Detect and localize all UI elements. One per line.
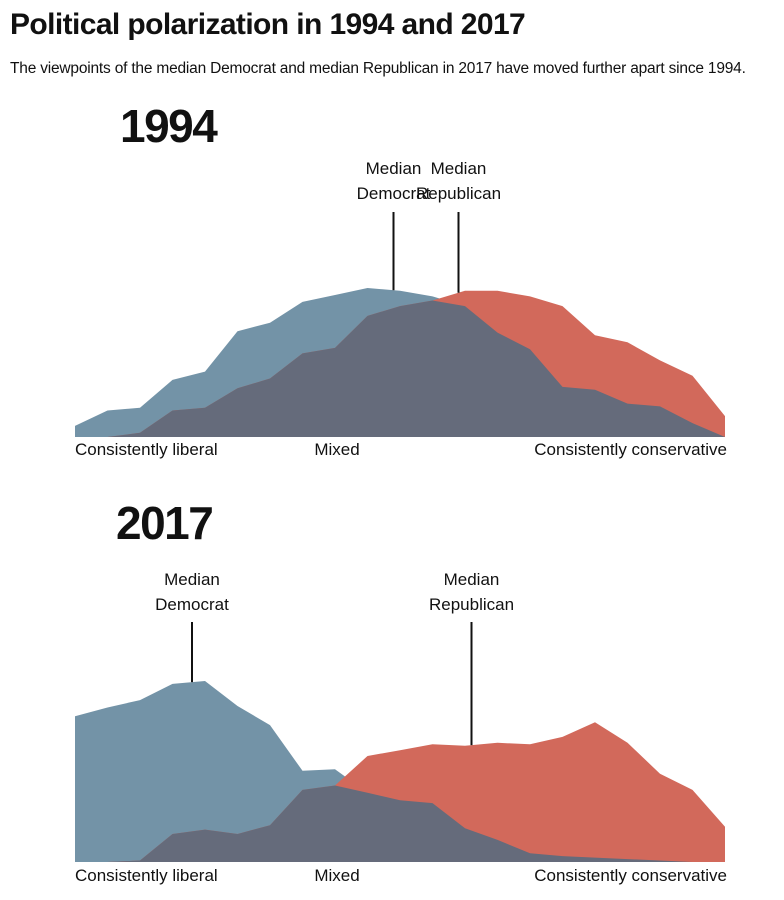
x-axis-label: Consistently conservative	[534, 866, 727, 885]
median-label: Median	[431, 159, 487, 178]
x-axis-label: Consistently conservative	[534, 440, 727, 459]
x-axis-label: Mixed	[314, 440, 359, 459]
chart-year-label: 1994	[120, 100, 218, 152]
x-axis-label: Consistently liberal	[75, 866, 218, 885]
x-axis-label: Consistently liberal	[75, 440, 218, 459]
overlap-area	[75, 300, 725, 437]
median-label: Median	[444, 570, 500, 589]
x-axis-label: Mixed	[314, 866, 359, 885]
median-label: Republican	[429, 595, 514, 614]
panel-1994: 1994MedianDemocratMedianRepublicanConsis…	[75, 100, 727, 459]
median-label: Median	[164, 570, 220, 589]
chart-year-label: 2017	[116, 497, 212, 549]
republican-area	[75, 722, 725, 862]
median-label: Democrat	[357, 184, 431, 203]
median-label: Republican	[416, 184, 501, 203]
page-title: Political polarization in 1994 and 2017	[10, 8, 526, 41]
democrat-area	[75, 681, 725, 862]
median-label: Median	[366, 159, 422, 178]
panel-2017: 2017 Median Democrat Median Republican Consis…	[75, 497, 727, 885]
page-subtitle: The viewpoints of the median Democrat an…	[10, 60, 746, 77]
overlap-area	[75, 785, 725, 862]
median-label: Democrat	[155, 595, 229, 614]
